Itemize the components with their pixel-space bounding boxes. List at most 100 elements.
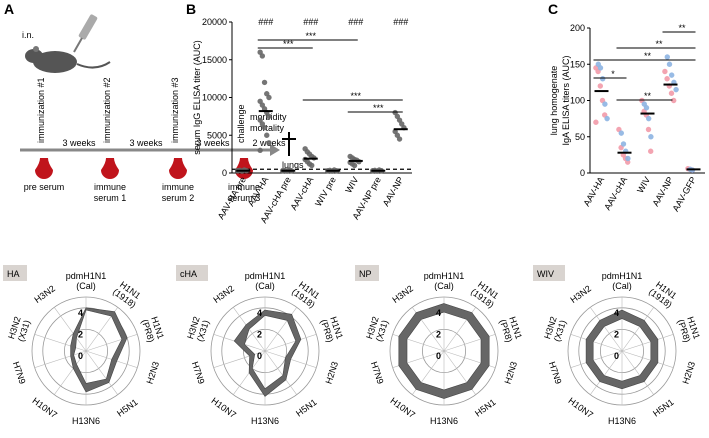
spoke (213, 350, 266, 368)
axis-label: H13N6 (430, 416, 458, 426)
significance-label: *** (373, 103, 384, 113)
chart-title: WIV (537, 269, 554, 279)
r-tick-label: 0 (614, 351, 619, 361)
route-label: i.n. (22, 30, 34, 40)
spoke (264, 350, 297, 395)
data-point (669, 72, 675, 78)
axis-label: H10N7 (30, 396, 59, 421)
axis-label: H10N7 (388, 396, 417, 421)
chart-title: HA (7, 269, 20, 279)
spoke (621, 350, 674, 368)
axis-label: H7N9 (369, 360, 386, 385)
r-tick-label: 4 (78, 308, 83, 318)
interval-label: 3 weeks (129, 138, 163, 148)
data-point (618, 130, 624, 136)
panel-label: C (548, 1, 558, 17)
event-label: immunization #2 (102, 77, 112, 143)
y-axis-label: serum IgG ELISA titer (AUC) (192, 40, 202, 155)
y-tick-label: 5000 (207, 130, 227, 140)
r-tick-label: 2 (614, 329, 619, 339)
significance-label: *** (305, 31, 316, 41)
significance-label: * (611, 69, 615, 79)
x-tick-label: WIV pre (313, 175, 338, 208)
y-tick-label: 100 (570, 96, 585, 106)
data-point (600, 76, 606, 82)
spoke (264, 334, 317, 352)
event-label: challenge (236, 104, 246, 143)
axis-label-line: H5N1 (294, 397, 318, 419)
blood-drop (35, 158, 53, 179)
chart-title: NP (359, 269, 372, 279)
data-point (266, 94, 272, 101)
axis-label: pdmH1N1(Cal) (245, 271, 286, 291)
axis-label: H2N3 (323, 360, 340, 385)
axis-label: H3N2(X31) (364, 315, 390, 343)
interval-label: 3 weeks (62, 138, 96, 148)
data-point (620, 141, 627, 147)
spoke (570, 350, 623, 368)
axis-label: H13N6 (608, 416, 636, 426)
chart-title: cHA (180, 269, 197, 279)
axis-label-line: H7N9 (369, 360, 386, 385)
axis-label: H10N7 (566, 396, 595, 421)
axis-label: H3N2 (568, 283, 592, 305)
range-band (398, 303, 490, 399)
interval-label: 3 weeks (196, 138, 230, 148)
axis-label-line: H13N6 (72, 416, 100, 426)
panel-label: B (186, 1, 196, 17)
pipette-icon (73, 14, 98, 53)
axis-label: H1N1(1918) (469, 279, 501, 310)
spoke (570, 334, 623, 352)
data-point (597, 83, 603, 89)
axis-label: pdmH1N1(Cal) (424, 271, 465, 291)
r-tick-label: 4 (436, 308, 441, 318)
data-point (266, 113, 272, 120)
axis-label: H10N7 (209, 396, 238, 421)
spoke (621, 334, 674, 352)
x-tick-label: WIV (343, 175, 360, 195)
data-point (261, 79, 268, 86)
sample-label: immune (228, 182, 260, 192)
significance-label: ** (655, 39, 663, 49)
r-tick-label: 2 (436, 329, 441, 339)
data-point (662, 68, 668, 75)
r-tick-label: 4 (614, 308, 619, 318)
sample-label: serum 1 (94, 193, 127, 203)
axis-label-line: H2N3 (502, 360, 519, 385)
axis-label-line: H3N2 (390, 283, 414, 305)
axis-label-line: pdmH1N1 (602, 271, 643, 281)
significance-label: ### (303, 17, 318, 27)
y-axis-label: IgA ELISA titers (AUC) (561, 55, 571, 145)
axis-label-line: H2N3 (323, 360, 340, 385)
data-point (597, 65, 604, 71)
x-tick-label: AAV-NP (381, 175, 406, 208)
axis-label-line: (Cal) (255, 281, 275, 291)
axis-label-line: H2N3 (144, 360, 161, 385)
title-box (176, 265, 208, 281)
axis-label-line: pdmH1N1 (245, 271, 286, 281)
data-point (645, 126, 652, 133)
r-tick-label: 0 (257, 351, 262, 361)
data-point (264, 132, 270, 138)
sample-label: immune (94, 182, 126, 192)
significance-label: ### (348, 17, 363, 27)
spoke (621, 350, 654, 395)
spoke (621, 307, 654, 352)
spoke (54, 307, 87, 352)
data-point (351, 162, 358, 169)
significance-label: *** (350, 91, 361, 101)
y-tick-label: 15000 (202, 55, 227, 65)
blood-drop (169, 158, 187, 179)
spoke (34, 334, 87, 352)
axis-label: H2N3 (144, 360, 161, 385)
y-tick-label: 0 (222, 168, 227, 178)
axis-label: H7N9 (11, 360, 28, 385)
data-point (261, 125, 268, 131)
axis-label: H13N6 (72, 416, 100, 426)
data-point (625, 155, 631, 162)
significance-label: ** (678, 23, 686, 33)
axis-label-line: H10N7 (209, 396, 238, 421)
data-point (602, 101, 608, 107)
readout-label: mortality (250, 123, 285, 133)
